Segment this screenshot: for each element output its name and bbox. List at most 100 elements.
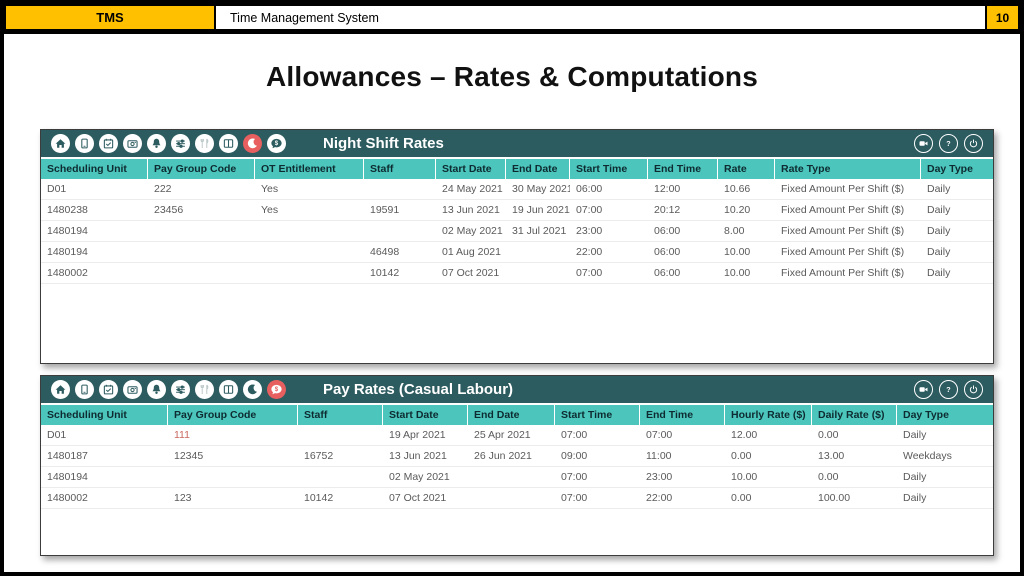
table-cell: Daily [921,179,993,200]
help-icon[interactable] [939,380,958,399]
column-header[interactable]: Hourly Rate ($) [725,403,812,425]
table-cell: 02 May 2021 [436,221,506,242]
table-cell: Daily [921,263,993,284]
table-cell: 12:00 [648,179,718,200]
column-header[interactable]: Rate Type [775,157,921,179]
table-row[interactable]: D01 111 19 Apr 2021 25 Apr 2021 07:00 07:00 12… [41,425,993,446]
table-cell: Fixed Amount Per Shift ($) [775,221,921,242]
table-row[interactable]: 1480194 46498 01 Aug 2021 22:00 06:00 10.00 Fi… [41,242,993,263]
page-number: 10 [987,4,1020,31]
table-cell [506,242,570,263]
table-row[interactable]: D01 222 Yes 24 May 2021 30 May 2021 06:00 12:0… [41,179,993,200]
slide-title: Allowances – Rates & Computations [265,61,759,92]
columns-icon[interactable] [219,380,238,399]
power-icon[interactable] [964,134,983,153]
calendar-check-icon[interactable] [99,380,118,399]
panel-title: Pay Rates (Casual Labour) [323,381,514,398]
table-cell: 23:00 [640,467,725,488]
table-row[interactable]: 1480194 02 May 2021 31 Jul 2021 23:00 06:00 8… [41,221,993,242]
column-header[interactable]: Day Type [897,403,993,425]
utensils-icon[interactable] [195,134,214,153]
tablet-icon[interactable] [75,134,94,153]
sliders-icon[interactable] [171,380,190,399]
table-row[interactable]: 1480002 123 10142 07 Oct 2021 07:00 22:00 0.00… [41,488,993,509]
table-cell: D01 [41,179,148,200]
table-cell: 1480002 [41,488,168,509]
camera-icon[interactable] [123,380,142,399]
column-header[interactable]: End Date [468,403,555,425]
table-cell: 111 [168,425,298,446]
table-cell: 20:12 [648,200,718,221]
calendar-check-icon[interactable] [99,134,118,153]
table-cell: 123 [168,488,298,509]
table-cell: 10.20 [718,200,775,221]
table-cell: 07:00 [570,200,648,221]
table-cell: Daily [921,242,993,263]
column-header[interactable]: End Date [506,157,570,179]
column-header[interactable]: End Time [648,157,718,179]
table-cell: 222 [148,179,255,200]
table-cell: 12.00 [725,425,812,446]
home-icon[interactable] [51,380,70,399]
bell-icon[interactable] [147,134,166,153]
moon-icon[interactable] [243,380,262,399]
column-header[interactable]: Pay Group Code [168,403,298,425]
table-cell [148,221,255,242]
table-cell [255,263,364,284]
table-header-row: Scheduling Unit Pay Group Code Staff Start … [41,403,993,425]
sliders-icon[interactable] [171,134,190,153]
pay-rates-panel: Pay Rates (Casual Labour) Scheduling Uni… [40,375,994,556]
column-header[interactable]: Pay Group Code [148,157,255,179]
column-header[interactable]: Scheduling Unit [41,157,148,179]
table-cell: 09:00 [555,446,640,467]
table-cell: 06:00 [648,242,718,263]
column-header[interactable]: Start Time [555,403,640,425]
video-camera-icon[interactable] [914,380,933,399]
table-cell: Weekdays [897,446,993,467]
column-header[interactable]: Start Time [570,157,648,179]
table-cell: 1480002 [41,263,148,284]
utensils-icon[interactable] [195,380,214,399]
column-header[interactable]: OT Entitlement [255,157,364,179]
table-cell [148,242,255,263]
table-cell [255,221,364,242]
table-cell: D01 [41,425,168,446]
table-cell [255,242,364,263]
column-header[interactable]: Start Date [383,403,468,425]
table-cell: 07:00 [555,425,640,446]
column-header[interactable]: Staff [364,157,436,179]
table-row[interactable]: 1480194 02 May 2021 07:00 23:00 10.00 0.00 Dai… [41,467,993,488]
column-header[interactable]: Scheduling Unit [41,403,168,425]
column-header[interactable]: End Time [640,403,725,425]
night-shift-rates-table: Scheduling Unit Pay Group Code OT Entitlem… [41,157,993,284]
columns-icon[interactable] [219,134,238,153]
column-header[interactable]: Rate [718,157,775,179]
table-cell: 10142 [298,488,383,509]
help-icon[interactable] [939,134,958,153]
camera-icon[interactable] [123,134,142,153]
table-cell: Fixed Amount Per Shift ($) [775,200,921,221]
table-row[interactable]: 1480238 23456 Yes 19591 13 Jun 2021 19 Jun 20… [41,200,993,221]
table-row[interactable]: 1480002 10142 07 Oct 2021 07:00 06:00 10.00 Fi… [41,263,993,284]
table-cell: 0.00 [812,467,897,488]
column-header[interactable]: Daily Rate ($) [812,403,897,425]
power-icon[interactable] [964,380,983,399]
column-header[interactable]: Day Type [921,157,993,179]
table-cell: 10.00 [718,263,775,284]
video-camera-icon[interactable] [914,134,933,153]
table-cell [506,263,570,284]
moon-icon[interactable] [243,134,262,153]
table-cell: 8.00 [718,221,775,242]
table-cell: 10.00 [718,242,775,263]
tablet-icon[interactable] [75,380,94,399]
column-header[interactable]: Staff [298,403,383,425]
table-cell: 25 Apr 2021 [468,425,555,446]
table-row[interactable]: 1480187 12345 16752 13 Jun 2021 26 Jun 2021 0… [41,446,993,467]
bell-icon[interactable] [147,380,166,399]
home-icon[interactable] [51,134,70,153]
table-cell: Daily [897,425,993,446]
comment-dollar-icon[interactable] [267,380,286,399]
table-cell: 1480187 [41,446,168,467]
column-header[interactable]: Start Date [436,157,506,179]
comment-dollar-icon[interactable] [267,134,286,153]
